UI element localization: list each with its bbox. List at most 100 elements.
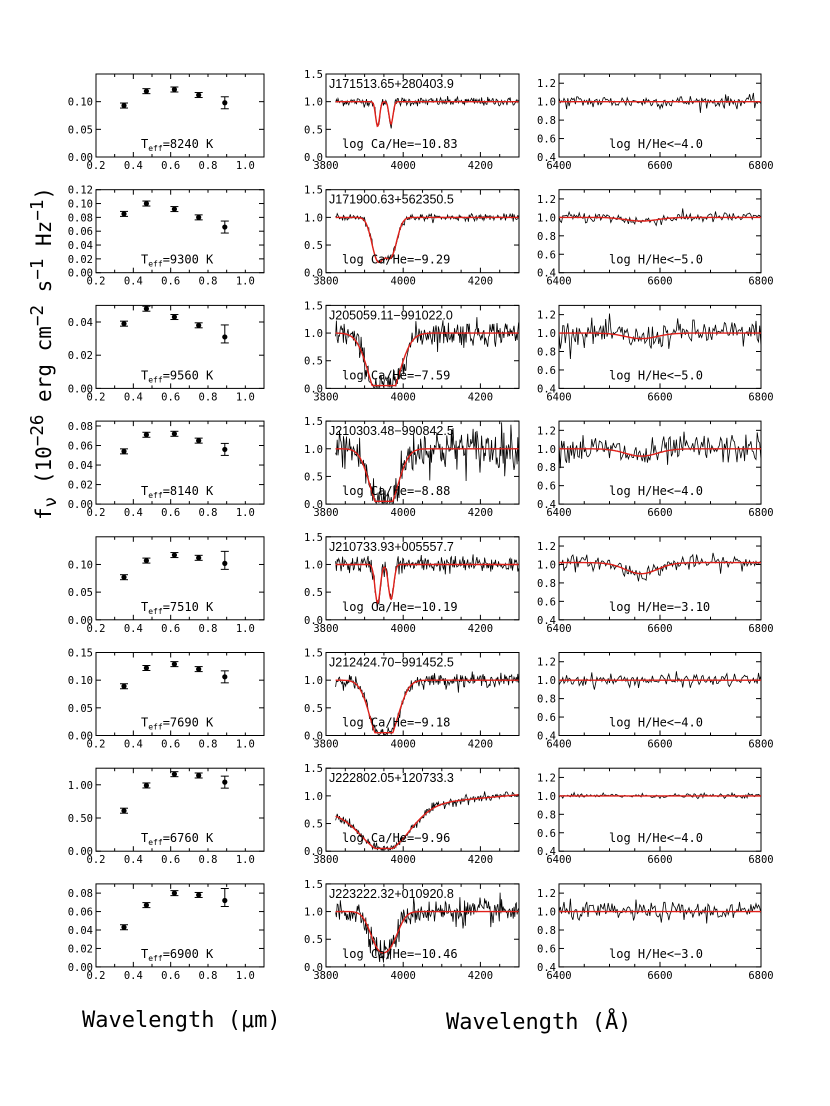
caII-y-tick-label: 0.0 <box>304 731 323 743</box>
sed-point <box>121 102 127 109</box>
sed-point <box>171 431 177 437</box>
sed-x-tick-label: 0.2 <box>87 276 106 288</box>
halpha-observed-spectrum <box>558 92 762 113</box>
caII-y-tick-label: 1.5 <box>304 879 323 891</box>
sed-point <box>171 314 177 320</box>
caII-x-tick-label: 4000 <box>391 854 416 866</box>
halpha-y-tick-label: 0.4 <box>537 846 556 858</box>
sed-x-tick-label: 0.4 <box>124 970 143 982</box>
caII-y-tick-label: 1.0 <box>304 559 323 571</box>
teff-label: Teff=9300 K <box>141 253 214 269</box>
h-abundance-label: log H/He<−4.0 <box>609 137 703 151</box>
sed-point <box>143 782 149 789</box>
halpha-y-tick-label: 0.4 <box>537 383 556 395</box>
sed-x-tick-label: 0.6 <box>161 160 180 172</box>
sed-x-tick-label: 0.4 <box>124 276 143 288</box>
halpha-x-tick-label: 6400 <box>546 854 571 866</box>
star-name: J171900.63+562350.5 <box>329 193 454 207</box>
halpha-y-tick-label: 0.8 <box>537 231 556 243</box>
sed-x-tick-label: 0.6 <box>161 391 180 403</box>
sed-point <box>171 206 177 212</box>
caII-observed-spectrum <box>335 892 519 963</box>
caII-y-tick-label: 0.0 <box>304 152 323 164</box>
halpha-x-tick-label: 6800 <box>748 623 773 635</box>
caII-x-tick-label: 4200 <box>468 739 493 751</box>
sed-y-tick-label: 0.05 <box>68 587 93 599</box>
sed-point <box>143 200 149 207</box>
halpha-y-tick-label: 0.8 <box>537 462 556 474</box>
sed-y-tick-label: 0.00 <box>68 962 93 974</box>
sed-x-tick-label: 0.2 <box>87 970 106 982</box>
halpha-y-tick-label: 0.8 <box>537 925 556 937</box>
caII-y-tick-label: 1.0 <box>304 328 323 340</box>
caII-observed-spectrum <box>335 791 519 852</box>
sed-x-tick-label: 0.8 <box>199 276 218 288</box>
caII-y-tick-label: 1.0 <box>304 675 323 687</box>
sed-x-tick-label: 0.2 <box>87 623 106 635</box>
caII-model-spectrum <box>335 332 519 387</box>
halpha-y-tick-label: 0.6 <box>537 828 556 840</box>
caII-y-tick-label: 0.0 <box>304 268 323 280</box>
sed-point <box>121 924 127 930</box>
sed-point <box>121 211 127 217</box>
sed-x-tick-label: 1.0 <box>236 160 255 172</box>
caII-y-tick-label: 1.5 <box>304 648 323 660</box>
halpha-x-tick-label: 6600 <box>647 507 672 519</box>
halpha-x-tick-label: 6800 <box>748 391 773 403</box>
sed-point <box>143 432 149 438</box>
sed-point <box>143 665 149 671</box>
sed-point <box>143 306 149 312</box>
sed-x-tick-label: 0.2 <box>87 160 106 172</box>
halpha-y-tick-label: 0.8 <box>537 115 556 127</box>
h-abundance-label: log H/He<−5.0 <box>609 253 703 267</box>
sed-x-tick-label: 1.0 <box>236 970 255 982</box>
halpha-x-tick-label: 6400 <box>546 623 571 635</box>
halpha-y-tick-label: 1.2 <box>537 194 556 206</box>
sed-x-tick-label: 0.6 <box>161 276 180 288</box>
teff-label: Teff=7510 K <box>141 600 214 616</box>
sed-y-tick-label: 0.10 <box>68 199 93 211</box>
y-axis-label: fν (10−26 erg cm−2 s−1 Hz−1) <box>28 186 62 520</box>
star-name: J212424.70−991452.5 <box>329 656 454 670</box>
sed-y-tick-label: 0.00 <box>68 268 93 280</box>
halpha-x-tick-label: 6800 <box>748 160 773 172</box>
caII-y-tick-label: 0.5 <box>304 124 323 136</box>
star-name: J210733.93+005557.7 <box>329 540 454 554</box>
halpha-x-tick-label: 6600 <box>647 970 672 982</box>
halpha-x-tick-label: 6600 <box>647 391 672 403</box>
star-name: J223222.32+010920.8 <box>329 887 454 901</box>
caII-y-tick-label: 1.5 <box>304 69 323 81</box>
sed-point <box>121 683 127 689</box>
caII-model-spectrum <box>335 448 519 502</box>
star-name: J222802.05+120733.3 <box>329 771 454 785</box>
caII-observed-spectrum <box>335 317 519 389</box>
sed-point <box>171 771 177 777</box>
caII-x-tick-label: 4200 <box>468 970 493 982</box>
halpha-observed-spectrum <box>558 898 762 924</box>
halpha-y-tick-label: 0.6 <box>537 481 556 493</box>
teff-label: Teff=9560 K <box>141 368 214 384</box>
caII-x-tick-label: 4000 <box>391 276 416 288</box>
halpha-x-tick-label: 6400 <box>546 739 571 751</box>
sed-point <box>196 772 202 779</box>
caII-x-tick-label: 4000 <box>391 507 416 519</box>
halpha-x-tick-label: 6600 <box>647 623 672 635</box>
caII-y-tick-label: 0.0 <box>304 846 323 858</box>
sed-y-tick-label: 0.08 <box>68 212 93 224</box>
caII-x-tick-label: 4000 <box>391 970 416 982</box>
halpha-y-tick-label: 0.4 <box>537 268 556 280</box>
h-abundance-label: log H/He<−4.0 <box>609 716 703 730</box>
sed-y-tick-label: 0.06 <box>68 907 93 919</box>
sed-point <box>121 448 127 454</box>
caII-x-tick-label: 4000 <box>391 739 416 751</box>
sed-point <box>171 86 177 93</box>
sed-y-tick-label: 0.04 <box>68 925 93 937</box>
caII-model-spectrum <box>335 216 519 264</box>
halpha-y-tick-label: 0.8 <box>537 809 556 821</box>
sed-point <box>196 322 202 328</box>
sed-point <box>121 321 127 327</box>
sed-x-tick-label: 0.4 <box>124 739 143 751</box>
star-name: J171513.65+280403.9 <box>329 77 454 91</box>
halpha-x-tick-label: 6600 <box>647 854 672 866</box>
